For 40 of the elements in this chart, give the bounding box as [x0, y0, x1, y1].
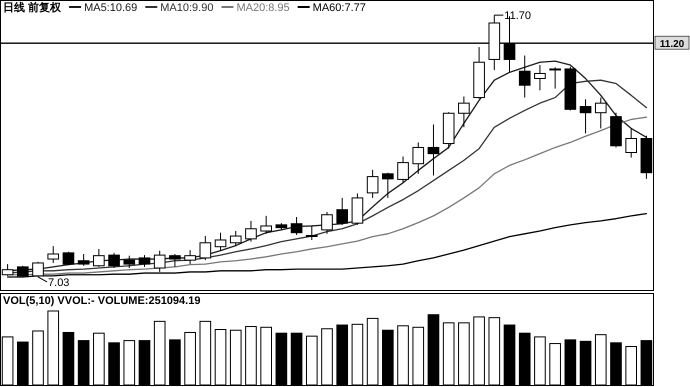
- candlestick: [214, 232, 226, 252]
- candlestick: [108, 252, 120, 269]
- chart-title: 日线 前复权: [3, 1, 62, 14]
- candlestick: [184, 250, 196, 265]
- candlestick: [169, 253, 181, 268]
- legend-label: MA5:10.69: [84, 2, 138, 14]
- candlestick: [260, 215, 272, 234]
- ref-line-label: 11.20: [660, 39, 685, 50]
- candlestick: [230, 230, 242, 247]
- candlestick: [321, 211, 333, 234]
- candlestick: [138, 254, 150, 268]
- candlestick: [549, 66, 561, 90]
- legend-label: MA10:9.90: [160, 2, 214, 14]
- candlestick: [397, 156, 409, 184]
- candlestick: [412, 142, 424, 174]
- candlestick: [458, 96, 470, 128]
- candlestick: [336, 197, 348, 226]
- candlestick: [382, 172, 394, 198]
- candlestick: [290, 216, 302, 236]
- legend-label: MA20:8.95: [236, 2, 290, 14]
- candlestick: [306, 225, 318, 240]
- candlestick: [518, 55, 531, 98]
- annotation: 7.03: [48, 276, 70, 289]
- annotation: 11.70: [504, 10, 532, 22]
- candlestick: [78, 253, 90, 266]
- legend-label: MA60:7.77: [312, 2, 366, 14]
- candlestick: [625, 128, 638, 158]
- chart-title: VOL(5,10) VVOL:- VOLUME:251094.19: [3, 295, 200, 307]
- candlestick: [123, 255, 136, 269]
- candlestick: [428, 124, 440, 176]
- candlestick: [245, 220, 257, 242]
- candlestick: [580, 98, 592, 134]
- candlestick: [47, 246, 60, 264]
- candlestick: [93, 248, 105, 268]
- candlestick: [154, 250, 166, 272]
- candlestick: [62, 251, 74, 266]
- candlestick: [200, 236, 212, 261]
- candlestick: [534, 64, 546, 91]
- candlestick: [366, 169, 378, 198]
- candlestick: [594, 97, 607, 129]
